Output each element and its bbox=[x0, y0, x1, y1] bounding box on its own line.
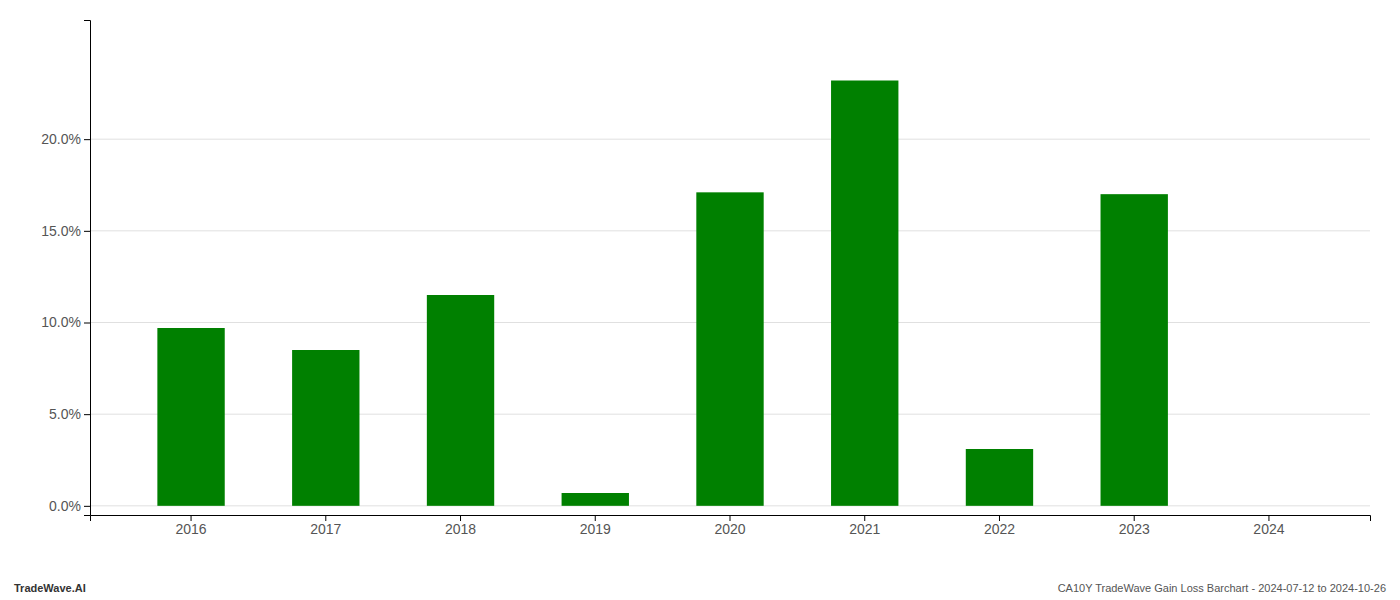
y-tick-label: 10.0% bbox=[41, 314, 81, 330]
x-tick: 2019 bbox=[580, 515, 611, 537]
y-tick-label: 15.0% bbox=[41, 223, 81, 239]
footer-left: TradeWave.AI bbox=[14, 582, 86, 594]
y-tick-mark bbox=[84, 506, 90, 507]
x-tick: 2020 bbox=[714, 515, 745, 537]
chart-svg: 0.0%5.0%10.0%15.0%20.0%20162017201820192… bbox=[0, 0, 1400, 600]
grid-line bbox=[90, 139, 1370, 140]
y-tick-mark bbox=[84, 139, 90, 140]
bar bbox=[1101, 194, 1168, 506]
y-tick: 0.0% bbox=[49, 498, 90, 514]
bar bbox=[966, 449, 1033, 506]
chart-container: 0.0%5.0%10.0%15.0%20.0%20162017201820192… bbox=[0, 0, 1400, 600]
y-axis: 0.0% 5.0% 10.0% 15.0% 20.0% bbox=[41, 21, 90, 516]
x-tick-label: 2022 bbox=[984, 521, 1015, 537]
footer: TradeWave.AI CA10Y TradeWave Gain Loss Ba… bbox=[14, 582, 1386, 594]
bars bbox=[157, 81, 1168, 506]
grid bbox=[90, 139, 1370, 506]
x-tick: 2017 bbox=[310, 515, 341, 537]
x-tick-label: 2024 bbox=[1253, 521, 1284, 537]
bar bbox=[427, 295, 494, 506]
x-axis: 2016 2017 2018 2019 2020 2021 2022 2023 2024 bbox=[91, 515, 1371, 537]
bar bbox=[831, 81, 898, 506]
y-tick-label: 5.0% bbox=[49, 406, 81, 422]
x-tick: 2023 bbox=[1119, 515, 1150, 537]
x-tick-label: 2019 bbox=[580, 521, 611, 537]
x-tick-label: 2016 bbox=[175, 521, 206, 537]
x-tick: 2021 bbox=[849, 515, 880, 537]
x-tick-label: 2018 bbox=[445, 521, 476, 537]
x-tick: 2024 bbox=[1253, 515, 1284, 537]
x-tick-label: 2021 bbox=[849, 521, 880, 537]
x-tick-label: 2017 bbox=[310, 521, 341, 537]
y-tick-mark bbox=[84, 414, 90, 415]
bar bbox=[1235, 505, 1302, 506]
x-tick: 2018 bbox=[445, 515, 476, 537]
y-tick: 5.0% bbox=[49, 406, 90, 422]
x-tick: 2016 bbox=[175, 515, 206, 537]
x-tick-label: 2023 bbox=[1119, 521, 1150, 537]
footer-right: CA10Y TradeWave Gain Loss Barchart - 202… bbox=[1058, 582, 1386, 594]
y-tick-label: 20.0% bbox=[41, 131, 81, 147]
x-tick-label: 2020 bbox=[714, 521, 745, 537]
y-tick-mark bbox=[84, 323, 90, 324]
x-tick: 2022 bbox=[984, 515, 1015, 537]
bar bbox=[696, 192, 763, 506]
bar bbox=[292, 350, 359, 506]
y-axis-line bbox=[84, 21, 91, 516]
y-tick: 10.0% bbox=[41, 314, 90, 330]
y-tick: 15.0% bbox=[41, 223, 90, 239]
bar bbox=[562, 493, 629, 506]
bar bbox=[157, 328, 224, 506]
y-tick: 20.0% bbox=[41, 131, 90, 147]
y-tick-label: 0.0% bbox=[49, 498, 81, 514]
plot-area: 0.0%5.0%10.0%15.0%20.0%20162017201820192… bbox=[41, 21, 1370, 537]
y-tick-mark bbox=[84, 231, 90, 232]
